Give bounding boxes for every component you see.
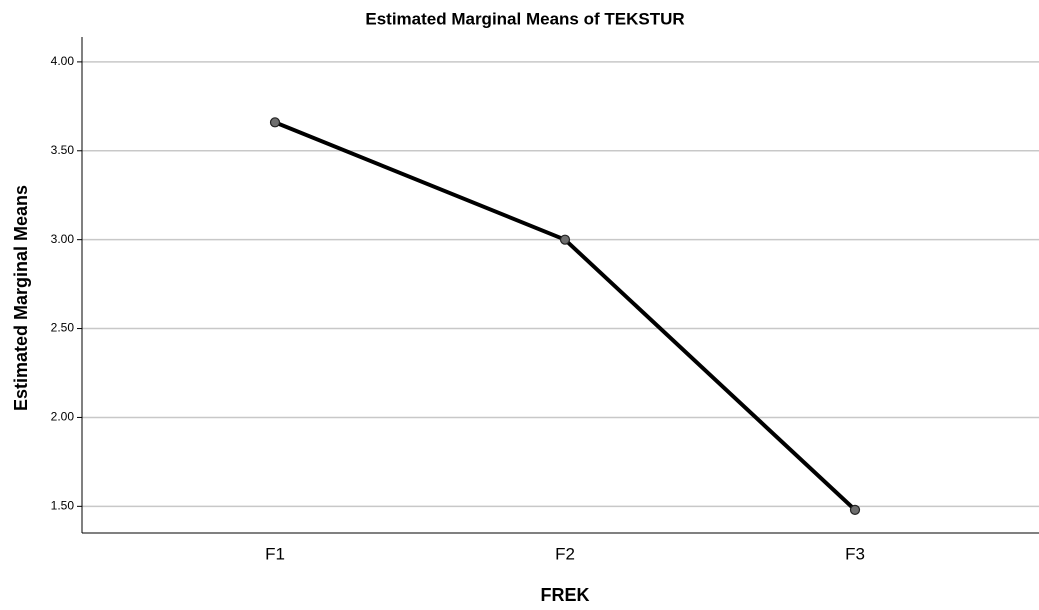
series-line <box>274 120 857 512</box>
y-tick-label: 2.50 <box>51 321 75 335</box>
x-tick-label: F1 <box>265 544 285 563</box>
point-marker <box>559 234 571 245</box>
chart-title: Estimated Marginal Means of TEKSTUR <box>365 9 684 28</box>
point-marker <box>269 117 281 128</box>
y-axis-label: Estimated Marginal Means <box>11 185 31 411</box>
x-tick-label: F2 <box>555 544 575 563</box>
x-tick-label: F3 <box>845 544 865 563</box>
point-marker <box>849 504 861 515</box>
y-tick-label: 1.50 <box>51 499 75 513</box>
y-tick-label: 4.00 <box>51 54 75 68</box>
y-tick-label: 2.00 <box>51 410 75 424</box>
y-tick-label: 3.00 <box>51 232 75 246</box>
y-tick-label: 3.50 <box>51 143 75 157</box>
x-axis-label: FREK <box>541 585 590 605</box>
